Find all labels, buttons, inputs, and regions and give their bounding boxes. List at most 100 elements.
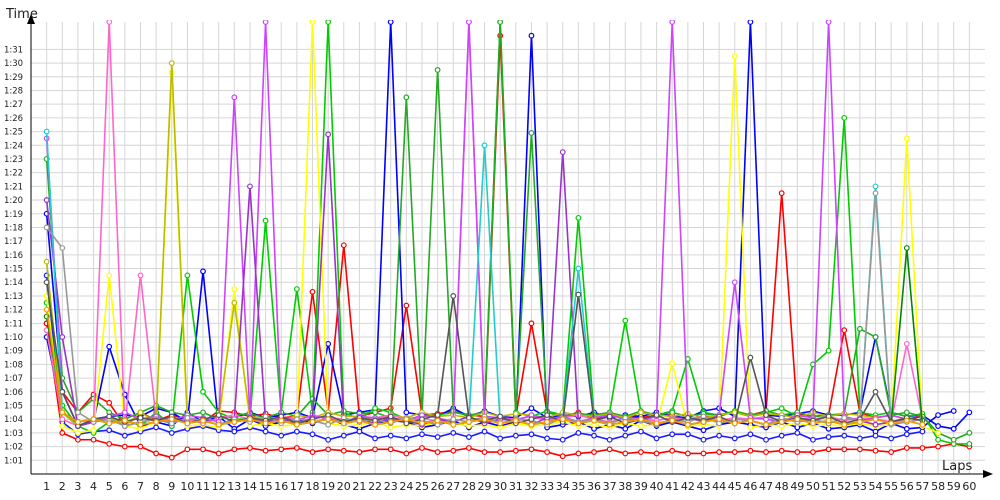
data-point (888, 435, 895, 442)
y-tick-label: 1:19 (4, 210, 23, 220)
x-tick-label: 50 (806, 480, 820, 493)
data-point (293, 286, 300, 292)
data-point (669, 447, 676, 454)
data-point (731, 279, 738, 286)
data-point (903, 340, 910, 347)
data-point (262, 20, 269, 25)
data-point (747, 354, 754, 361)
data-point (778, 432, 785, 439)
data-point (387, 413, 394, 420)
x-tick-label: 39 (634, 480, 648, 493)
data-point (90, 436, 97, 443)
x-tick-label: 37 (603, 480, 617, 493)
data-point (950, 436, 957, 443)
data-point (684, 414, 691, 421)
data-point (121, 409, 128, 416)
data-point (872, 416, 879, 423)
data-point (497, 413, 504, 420)
data-point (825, 446, 832, 453)
data-point (747, 417, 754, 424)
y-tick-label: 1:26 (4, 114, 23, 124)
x-tick-label: 12 (212, 480, 226, 493)
data-point (231, 286, 238, 292)
x-tick-label: 13 (227, 480, 241, 493)
data-point (841, 432, 848, 439)
data-point (684, 431, 691, 438)
x-tick-label: 54 (869, 480, 883, 493)
data-point (528, 416, 535, 423)
x-tick-label: 8 (153, 480, 160, 493)
data-point (184, 414, 191, 421)
data-point (528, 405, 535, 412)
data-point (200, 388, 206, 395)
x-tick-label: 29 (478, 480, 492, 493)
x-tick-label: 17 (290, 480, 304, 493)
data-point (622, 317, 629, 324)
data-point (387, 20, 394, 25)
data-point (481, 428, 488, 435)
data-point (653, 450, 660, 457)
data-point (481, 142, 488, 149)
data-point (466, 434, 472, 440)
data-point (247, 416, 253, 423)
data-point (137, 409, 144, 416)
data-point (638, 449, 644, 455)
x-tick-label: 57 (915, 480, 929, 493)
x-tick-label: 38 (618, 480, 632, 493)
data-point (293, 421, 300, 428)
data-point (544, 449, 550, 455)
data-point (419, 420, 425, 427)
x-tick-label: 42 (681, 480, 695, 493)
data-point (325, 421, 332, 428)
data-point (512, 432, 519, 439)
y-tick-label: 1:29 (4, 73, 23, 83)
data-point (309, 431, 316, 438)
data-point (309, 419, 316, 425)
data-point (528, 32, 535, 39)
data-point (825, 20, 832, 25)
data-point (919, 445, 926, 451)
data-point (90, 416, 97, 423)
data-point (403, 409, 410, 416)
data-point (106, 20, 113, 25)
data-point (638, 416, 644, 423)
data-point (325, 131, 332, 138)
x-tick-label: 3 (74, 480, 81, 493)
data-point (591, 432, 597, 439)
x-tick-label: 33 (540, 480, 554, 493)
data-point (841, 414, 848, 421)
data-point (168, 454, 175, 461)
data-point (888, 449, 895, 455)
data-point (325, 436, 332, 443)
data-point (403, 450, 410, 457)
y-tick-label: 1:17 (4, 237, 23, 247)
x-tick-label: 30 (493, 480, 507, 493)
y-tick-label: 1:10 (4, 333, 23, 343)
data-point (387, 419, 394, 425)
data-point (450, 416, 457, 423)
data-point (293, 445, 300, 451)
x-tick-label: 41 (665, 480, 679, 493)
y-tick-label: 1:02 (4, 443, 23, 453)
x-tick-label: 25 (415, 480, 429, 493)
data-point (950, 425, 957, 432)
x-tick-label: 35 (571, 480, 585, 493)
y-tick-label: 1:04 (4, 415, 23, 425)
x-tick-label: 53 (853, 480, 867, 493)
data-point (935, 412, 941, 419)
data-point (419, 431, 425, 438)
data-point (856, 435, 863, 442)
data-point (606, 436, 613, 443)
data-point (653, 420, 660, 427)
data-point (903, 425, 910, 432)
y-tick-label: 1:07 (4, 374, 23, 384)
data-point (325, 416, 332, 423)
data-point (387, 432, 394, 439)
data-point (903, 409, 910, 416)
data-point (841, 446, 848, 453)
data-point (43, 197, 50, 203)
x-axis-arrow-icon (983, 470, 993, 478)
data-point (137, 272, 144, 279)
data-point (497, 20, 504, 25)
